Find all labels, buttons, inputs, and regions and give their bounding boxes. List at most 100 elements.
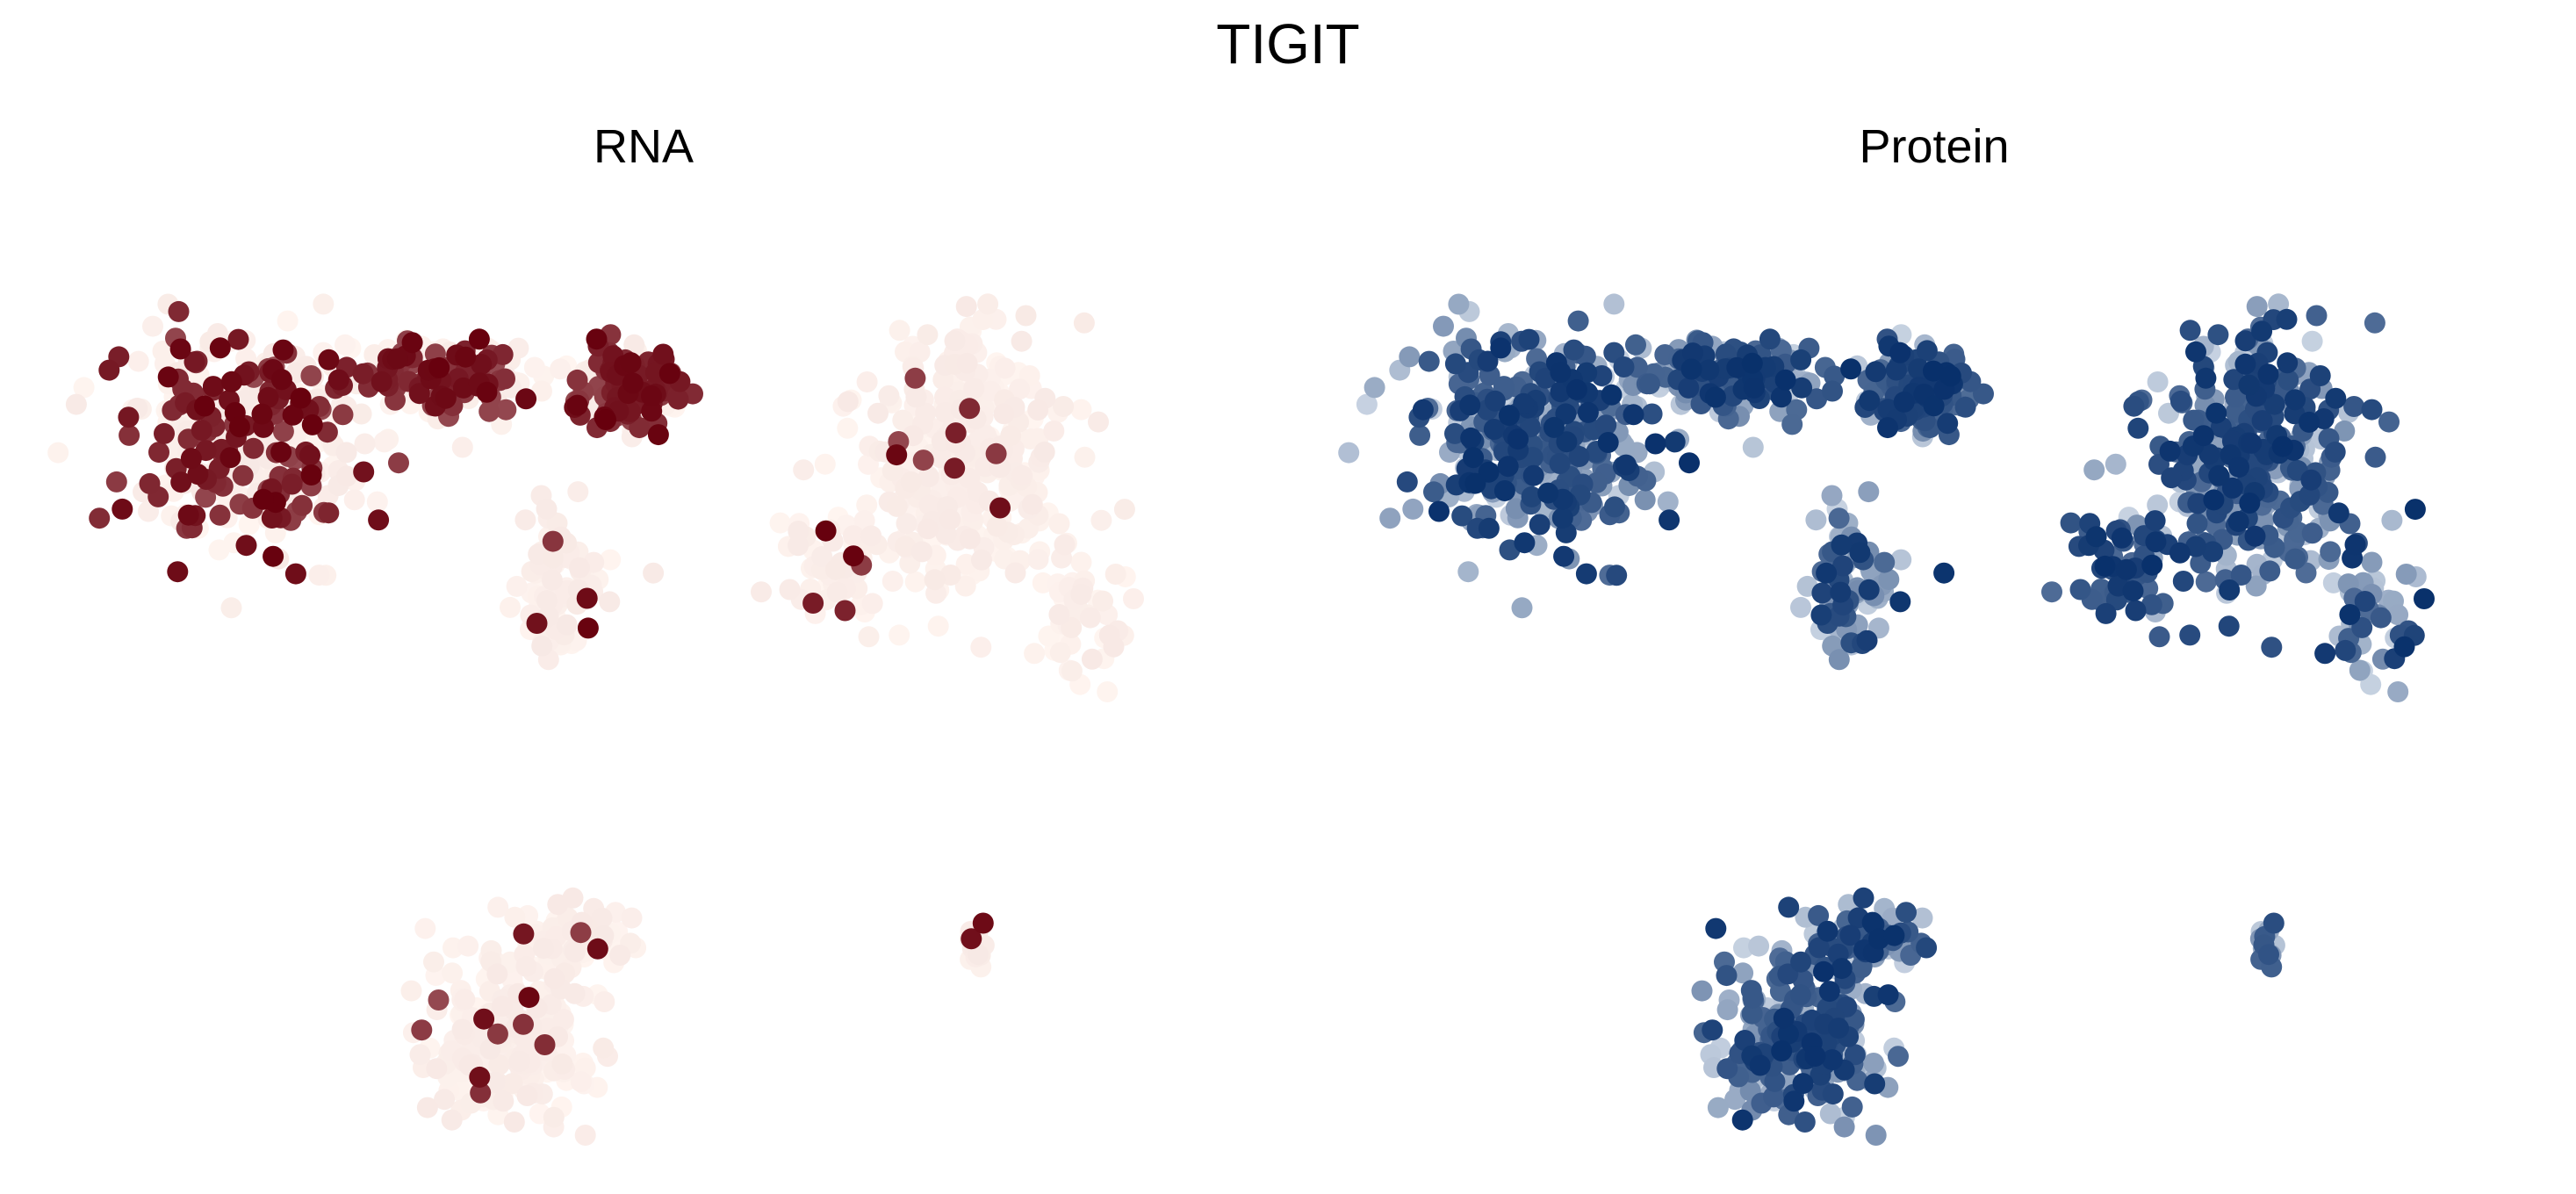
rna-cell-point (1015, 305, 1037, 327)
protein-cell-point (1749, 1054, 1771, 1076)
rna-cell-point (1027, 549, 1049, 571)
protein-cell-point (1451, 505, 1473, 527)
protein-cell-point (1858, 579, 1880, 601)
protein-cell-point (1567, 310, 1589, 332)
protein-cell-point (1864, 1073, 1886, 1095)
protein-cell-point (2183, 409, 2205, 431)
protein-cell-point (2179, 624, 2201, 646)
rna-cell-point (235, 535, 257, 557)
rna-cell-point (881, 460, 903, 482)
protein-cell-point (1537, 482, 1559, 504)
protein-cell-point (2387, 681, 2409, 702)
protein-cell-point (1778, 896, 1800, 918)
rna-cell-point (550, 358, 572, 380)
protein-cell-point (1789, 984, 1811, 1006)
protein-cell-point (2234, 330, 2256, 352)
protein-cell-point (1774, 369, 1796, 391)
rna-cell-point (441, 1109, 463, 1131)
rna-cell-point (1048, 513, 1070, 535)
rna-cell-point (503, 1111, 525, 1133)
rna-cell-point (543, 1106, 565, 1128)
protein-cell-point (1937, 413, 1959, 435)
rna-cell-point (119, 424, 140, 446)
rna-cell-point (856, 494, 878, 516)
protein-cell-point (1577, 401, 1599, 423)
protein-cell-point (2335, 639, 2357, 661)
protein-cell-point (1477, 350, 1499, 372)
protein-cell-point (1865, 1125, 1887, 1146)
protein-cell-point (2361, 551, 2383, 573)
rna-cell-point (586, 328, 608, 350)
protein-cell-point (2207, 324, 2229, 346)
rna-cell-point (924, 569, 946, 591)
protein-cell-point (1781, 414, 1803, 435)
protein-cell-point (1444, 353, 1466, 375)
protein-cell-point (2276, 308, 2298, 330)
rna-cell-point (577, 617, 599, 639)
rna-cell-point (543, 547, 564, 569)
protein-cell-point (1418, 350, 1440, 372)
rna-cell-point (551, 1053, 573, 1075)
protein-cell-point (2285, 389, 2306, 411)
rna-cell-point (154, 422, 175, 444)
protein-cell-point (1613, 356, 1635, 378)
protein-cell-point (1448, 293, 1470, 315)
rna-cell-point (536, 498, 558, 520)
rna-cell-point (488, 1054, 510, 1075)
rna-cell-point (470, 1082, 492, 1104)
protein-cell-point (1763, 1086, 1784, 1108)
rna-cell-point (428, 989, 450, 1011)
rna-cell-point (858, 626, 880, 648)
protein-cell-point (2320, 541, 2342, 563)
rna-cell-point (195, 486, 217, 508)
protein-cell-point (2185, 536, 2207, 557)
rna-cell-point (423, 951, 444, 973)
protein-cell-point (1402, 498, 1424, 520)
rna-cell-point (609, 945, 631, 966)
rna-cell-point (971, 549, 992, 571)
protein-cell-point (2301, 330, 2323, 352)
rna-cell-point (1070, 399, 1092, 421)
rna-cell-point (494, 368, 515, 390)
protein-cell-point (1364, 377, 1385, 399)
protein-cell-point (1704, 386, 1726, 408)
rna-cell-point (986, 515, 1008, 537)
protein-cell-point (2141, 593, 2162, 615)
rna-cell-point (917, 324, 939, 346)
protein-cell-point (2125, 600, 2147, 622)
rna-cell-point (793, 459, 815, 481)
rna-cell-point (652, 343, 674, 365)
protein-cell-point (1828, 649, 1850, 671)
protein-cell-point (2225, 386, 2246, 408)
protein-cell-point (2218, 615, 2240, 637)
protein-cell-point (1916, 937, 1938, 959)
protein-cell-point (2221, 477, 2243, 499)
rna-cell-point (536, 590, 558, 612)
protein-cell-point (1833, 1116, 1855, 1138)
protein-cell-point (2263, 393, 2285, 415)
protein-cell-point (1497, 456, 1519, 478)
protein-cell-point (1423, 481, 1444, 503)
rna-cell-point (895, 536, 917, 557)
protein-cell-point (2306, 305, 2328, 327)
protein-cell-point (2261, 637, 2283, 658)
rna-cell-point (985, 442, 1007, 464)
rna-cell-point (667, 388, 689, 410)
rna-cell-point (802, 593, 824, 614)
rna-cell-point (939, 565, 961, 586)
rna-cell-point (501, 1073, 523, 1095)
rna-cell-point (227, 328, 249, 350)
protein-cell-point (1644, 433, 1666, 455)
rna-cell-point (299, 444, 320, 466)
protein-cell-point (1396, 471, 1418, 493)
protein-cell-point (1896, 902, 1917, 924)
rna-cell-point (170, 471, 192, 493)
rna-cell-point (272, 421, 294, 442)
rna-cell-point (290, 387, 312, 409)
rna-cell-point (473, 1008, 495, 1030)
protein-cell-point (2381, 509, 2403, 531)
protein-cell-point (1792, 1073, 1814, 1095)
protein-cell-point (2339, 604, 2361, 625)
rna-cell-point (569, 557, 590, 579)
protein-cell-point (2185, 341, 2206, 363)
